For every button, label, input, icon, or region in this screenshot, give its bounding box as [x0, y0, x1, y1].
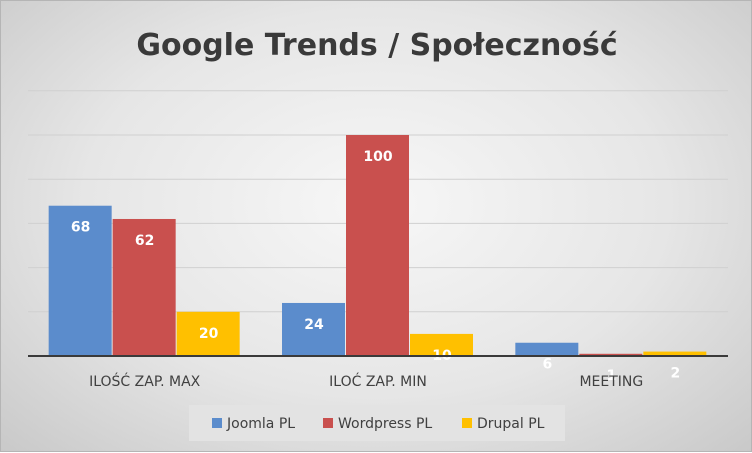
data-label: 1 — [606, 368, 616, 384]
data-label: 6 — [542, 357, 552, 373]
legend-item: Joomla PL — [226, 416, 295, 432]
data-label: 62 — [135, 233, 154, 249]
category-label: MEETING — [579, 374, 643, 390]
bar-wordpress-pl-2 — [579, 353, 643, 356]
data-label: 100 — [363, 149, 392, 165]
bar-joomla-pl-0 — [48, 205, 112, 356]
legend-swatch — [212, 418, 222, 428]
bar-wordpress-pl-0 — [112, 218, 176, 356]
bar-joomla-pl-1 — [282, 302, 345, 356]
legend-swatch — [462, 418, 472, 428]
bar-drupal-pl-2 — [643, 351, 707, 356]
data-label: 68 — [71, 220, 90, 236]
legend-swatch — [323, 418, 333, 428]
legend-item: Wordpress PL — [338, 416, 432, 432]
bar-drupal-pl-1 — [410, 333, 473, 356]
data-label: 2 — [670, 366, 680, 382]
legend-box — [189, 405, 565, 441]
legend: Joomla PL Wordpress PL Drupal PL — [189, 405, 565, 441]
category-label: ILOŚĆ ZAP. MAX — [89, 372, 201, 390]
category-label: ILOĆ ZAP. MIN — [329, 372, 427, 390]
data-label: 20 — [199, 326, 219, 342]
bar-joomla-pl-2 — [515, 342, 579, 356]
bar-drupal-pl-0 — [176, 311, 240, 356]
legend-item: Drupal PL — [477, 416, 545, 432]
chart-title: Google Trends / Społeczność — [136, 28, 617, 63]
category-labels: ILOŚĆ ZAP. MAX ILOĆ ZAP. MIN MEETING — [89, 372, 643, 390]
bar-wordpress-pl-1 — [346, 135, 409, 356]
data-label: 24 — [304, 317, 324, 333]
bars — [48, 135, 707, 356]
